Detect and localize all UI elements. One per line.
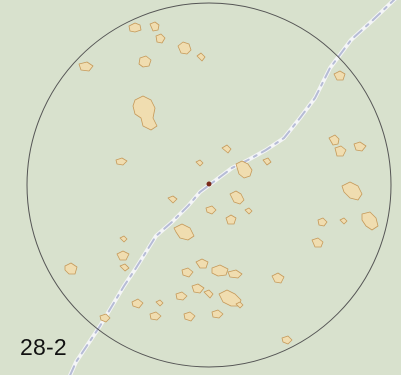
building [116, 250, 130, 261]
building [167, 195, 178, 204]
building [115, 157, 128, 166]
building [271, 272, 285, 284]
building [211, 309, 224, 319]
building [328, 134, 340, 146]
building [138, 55, 152, 68]
building [235, 160, 253, 179]
building [155, 33, 166, 44]
building [229, 190, 245, 205]
building [99, 313, 111, 323]
building [244, 207, 253, 215]
building [311, 237, 324, 248]
building [78, 61, 94, 72]
building [191, 283, 205, 294]
center-dot-icon[interactable] [206, 181, 212, 187]
building [333, 70, 346, 81]
radius-circle [26, 2, 392, 368]
building [205, 205, 217, 215]
building [227, 269, 243, 279]
building [177, 41, 192, 55]
building [196, 52, 206, 62]
building [353, 141, 367, 152]
building [132, 95, 158, 131]
building [195, 159, 204, 167]
building [181, 267, 194, 278]
road [68, 0, 397, 375]
building [203, 289, 214, 299]
building [119, 235, 128, 243]
building [119, 263, 130, 272]
building [339, 217, 348, 225]
building [128, 22, 142, 33]
road-dash-line [69, 0, 396, 375]
building [262, 157, 272, 166]
building [361, 211, 379, 231]
building [155, 299, 164, 307]
building [64, 262, 78, 275]
building [173, 223, 195, 241]
buildings [64, 21, 379, 345]
building [183, 311, 196, 322]
map-label: 28-2 [20, 334, 67, 360]
building [175, 291, 188, 301]
building [195, 258, 209, 269]
building [341, 181, 363, 201]
building [149, 21, 160, 32]
building [149, 311, 162, 321]
building [235, 301, 244, 309]
building [334, 145, 347, 157]
building [211, 264, 229, 277]
building [131, 298, 144, 309]
building [225, 214, 237, 225]
building [281, 335, 293, 345]
building [317, 217, 328, 227]
building [221, 144, 232, 154]
